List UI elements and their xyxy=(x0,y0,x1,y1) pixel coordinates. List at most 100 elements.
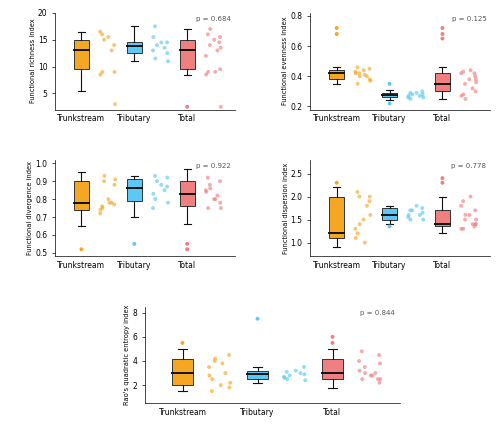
Point xyxy=(150,33,158,40)
Point xyxy=(471,73,479,80)
Point xyxy=(205,364,213,371)
Point xyxy=(164,174,172,181)
Point xyxy=(406,216,414,223)
Point xyxy=(466,193,474,200)
Point xyxy=(100,172,108,179)
Bar xyxy=(180,181,194,206)
Point xyxy=(183,240,191,247)
Point xyxy=(217,382,225,389)
Point xyxy=(204,174,212,181)
Point xyxy=(216,33,224,40)
Point xyxy=(408,207,416,214)
Point xyxy=(300,371,308,378)
Point xyxy=(100,178,108,184)
Point xyxy=(204,205,212,211)
Y-axis label: Functional evenness index: Functional evenness index xyxy=(282,17,288,106)
Text: p = 0.922: p = 0.922 xyxy=(196,163,231,169)
Point xyxy=(372,370,380,377)
Point xyxy=(352,235,360,242)
Point xyxy=(462,211,469,218)
Point xyxy=(111,101,119,108)
Point xyxy=(78,246,86,253)
Point xyxy=(152,196,160,202)
Bar xyxy=(330,196,344,238)
Point xyxy=(412,90,420,97)
Point xyxy=(366,77,374,84)
Point xyxy=(460,91,468,98)
Point xyxy=(406,207,414,214)
Point xyxy=(210,36,218,43)
Point xyxy=(222,370,230,377)
Bar xyxy=(127,42,142,53)
Point xyxy=(149,47,157,54)
Bar xyxy=(382,208,397,220)
Point xyxy=(151,172,159,179)
Point xyxy=(283,369,291,375)
Bar xyxy=(322,359,343,379)
Point xyxy=(457,202,465,209)
Point xyxy=(374,376,382,383)
Point xyxy=(354,80,362,87)
Point xyxy=(472,221,480,228)
Point xyxy=(471,207,479,214)
Point xyxy=(164,50,172,57)
Point xyxy=(366,211,374,218)
Point xyxy=(366,76,374,83)
Point xyxy=(225,351,233,358)
Point xyxy=(151,23,159,30)
Y-axis label: Functional divergence index: Functional divergence index xyxy=(27,161,33,255)
Point xyxy=(355,357,363,364)
Bar xyxy=(180,40,194,69)
Point xyxy=(208,388,216,395)
Point xyxy=(110,201,118,208)
Point xyxy=(438,35,446,42)
Text: p = 0.684: p = 0.684 xyxy=(196,16,231,22)
Point xyxy=(164,199,172,206)
Point xyxy=(360,216,368,223)
Point xyxy=(356,70,364,77)
Point xyxy=(332,179,340,186)
Y-axis label: Functional dispersion index: Functional dispersion index xyxy=(282,163,288,254)
Point xyxy=(254,315,262,322)
Point xyxy=(216,199,224,206)
Point xyxy=(438,175,446,181)
Point xyxy=(466,67,474,74)
Point xyxy=(472,216,480,223)
Point xyxy=(178,339,186,346)
Point xyxy=(158,181,166,188)
Point xyxy=(302,377,310,384)
Point xyxy=(354,188,362,195)
Point xyxy=(106,199,114,206)
Point xyxy=(98,31,106,38)
Point xyxy=(153,178,161,184)
Point xyxy=(366,198,374,205)
Bar xyxy=(74,181,89,210)
Point xyxy=(226,379,234,386)
Bar xyxy=(74,40,89,69)
Point xyxy=(361,71,369,78)
Point xyxy=(366,193,374,200)
Point xyxy=(280,373,288,380)
Point xyxy=(472,76,480,83)
Point xyxy=(202,187,210,193)
Point xyxy=(332,30,340,37)
Point xyxy=(472,79,480,86)
Point xyxy=(108,199,116,206)
Point xyxy=(202,52,210,59)
Point xyxy=(206,26,214,33)
Point xyxy=(216,178,224,184)
Point xyxy=(358,376,366,383)
Point xyxy=(438,179,446,186)
Point xyxy=(98,69,106,76)
Point xyxy=(376,379,384,386)
Point xyxy=(457,70,465,77)
Point xyxy=(470,223,478,230)
Point xyxy=(376,360,384,367)
Point xyxy=(206,185,214,192)
Point xyxy=(332,24,340,31)
Point xyxy=(406,96,414,103)
Point xyxy=(438,24,446,31)
Point xyxy=(104,196,112,202)
Point xyxy=(204,69,212,76)
Point xyxy=(215,39,223,46)
